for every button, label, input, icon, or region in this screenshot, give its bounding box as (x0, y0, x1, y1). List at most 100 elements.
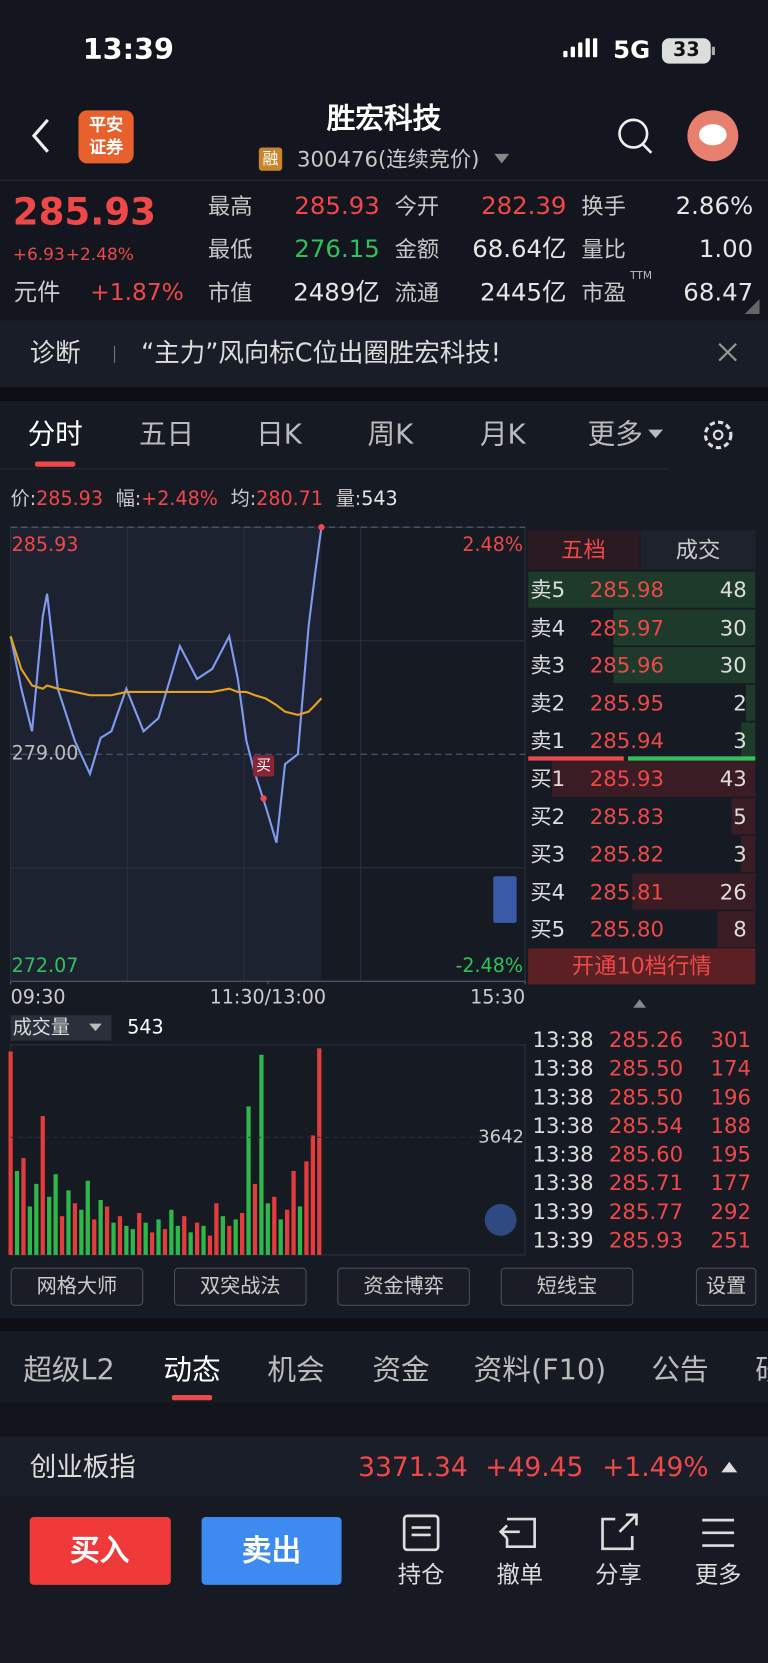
volume-bar (240, 1212, 245, 1255)
price-line (9, 635, 323, 716)
depth-price: 285.93 (589, 765, 665, 792)
tool-button[interactable] (695, 1267, 757, 1306)
orderbook-tab[interactable]: 成交 (675, 537, 721, 563)
stock-code: 300476(连续竞价) (297, 146, 480, 172)
volume-bar (53, 1174, 58, 1255)
icon (411, 1526, 431, 1537)
action-label[interactable]: 分享 (595, 1562, 642, 1590)
volume-bar (40, 1116, 45, 1255)
trade-time: 13:38 (532, 1026, 594, 1053)
stock-name: 胜宏科技 (326, 102, 442, 136)
volume-bar (297, 1206, 303, 1255)
field-label: 最高 (207, 193, 253, 220)
field-value: 68.64亿 (472, 236, 567, 264)
signal-bar (585, 38, 590, 58)
icon (498, 1517, 536, 1548)
volume-bar (169, 1209, 174, 1255)
buy-button[interactable] (29, 1516, 171, 1585)
chart-tab[interactable]: 月K (479, 419, 526, 451)
tool-button[interactable] (10, 1267, 144, 1306)
orderbook-tab[interactable]: 五档 (561, 537, 606, 563)
volume-bar (227, 1225, 232, 1255)
chart-tab[interactable]: 周K (367, 419, 414, 451)
buy-marker (260, 795, 267, 802)
broker-logo (78, 110, 134, 164)
volume-bar (265, 1203, 270, 1255)
volume-bar (291, 1170, 296, 1255)
tool-button[interactable] (173, 1267, 307, 1306)
signal-bar (578, 42, 583, 58)
section-tab[interactable]: 研 (755, 1356, 768, 1385)
volume-bar (304, 1161, 309, 1255)
orderbook-tab-bg (528, 530, 640, 570)
trade-price: 285.26 (608, 1026, 684, 1053)
y-tick-label: 272.07 (12, 954, 79, 977)
action-label[interactable]: 更多 (694, 1562, 742, 1590)
diagnosis-text: “主力”风向标C位出圈胜宏科技! (141, 338, 501, 369)
trade-price: 285.77 (608, 1198, 684, 1225)
depth-price: 285.83 (589, 803, 665, 830)
price-line (9, 527, 323, 844)
section-tab[interactable]: 机会 (267, 1354, 325, 1387)
info-label: 价: (10, 487, 37, 511)
volume-bar (117, 1216, 123, 1255)
trade-qty: 292 (710, 1198, 752, 1225)
sell-button[interactable] (201, 1516, 342, 1585)
section-tab[interactable]: 动态 (163, 1354, 221, 1387)
section-tab[interactable]: 超级L2 (23, 1354, 115, 1387)
trade-time: 13:38 (532, 1084, 594, 1110)
volume-bar (27, 1206, 33, 1255)
chart-info: 价: 285.93 幅: +2.48% 均: 280.71 量: 543 (11, 490, 411, 509)
spread-bar-green (627, 756, 756, 761)
volume-bar (66, 1190, 71, 1255)
volume-bar (98, 1200, 103, 1255)
depth-bar (551, 760, 756, 797)
chart-tab[interactable]: 五日 (138, 419, 195, 451)
field-value: 2.86% (675, 192, 754, 221)
depth-bar (613, 609, 756, 646)
depth-label: 卖3 (530, 652, 566, 678)
tool-button[interactable] (337, 1267, 470, 1306)
action-label[interactable]: 撤单 (496, 1562, 544, 1590)
broker-logo-text: 平安 (89, 114, 124, 135)
icon (601, 1513, 638, 1551)
volume-bar (137, 1212, 142, 1255)
section-tab[interactable]: 公告 (651, 1354, 709, 1387)
gap (0, 1402, 768, 1437)
volume-bar (124, 1225, 129, 1255)
tool-button[interactable] (500, 1267, 634, 1306)
upgrade-button[interactable]: 开通10档行情 (571, 953, 712, 979)
volume-bar (79, 1209, 84, 1255)
depth-price: 285.98 (589, 577, 665, 603)
tool-label: 双突战法 (199, 1274, 281, 1298)
margin-tag-bg (258, 147, 283, 171)
index-change-pct: +1.49% (602, 1451, 709, 1483)
field-label: 量比 (581, 237, 626, 263)
battery-level: 33 (673, 39, 700, 62)
x-tick-label: 15:30 (470, 986, 525, 1009)
section-tab[interactable]: 资料(F10) (473, 1354, 607, 1387)
pe-suffix: TTM (630, 270, 653, 283)
expand-panel-button[interactable] (493, 876, 517, 923)
volume-bar (188, 1232, 193, 1255)
volume-bar (8, 1051, 13, 1255)
depth-qty: 30 (719, 614, 747, 641)
active-tab-indicator (35, 461, 76, 467)
fullscreen-button[interactable] (484, 1204, 517, 1236)
info-value: 543 (361, 487, 398, 511)
field-value: 2445亿 (479, 279, 567, 308)
chart-tab[interactable]: 分时 (27, 419, 83, 451)
depth-qty: 43 (719, 765, 747, 792)
depth-qty: 3 (733, 841, 747, 867)
depth-label: 买5 (530, 916, 566, 942)
depth-price: 285.80 (589, 916, 665, 942)
signal-bar (563, 50, 568, 58)
info-value: 285.93 (36, 487, 103, 511)
section-tab[interactable]: 资金 (372, 1354, 430, 1387)
chart-tab[interactable]: 更多 (587, 419, 643, 451)
field-value: 285.93 (294, 192, 380, 221)
chart-tab[interactable]: 日K (256, 419, 302, 451)
action-label[interactable]: 持仓 (397, 1562, 445, 1590)
dropdown-icon (494, 153, 510, 164)
